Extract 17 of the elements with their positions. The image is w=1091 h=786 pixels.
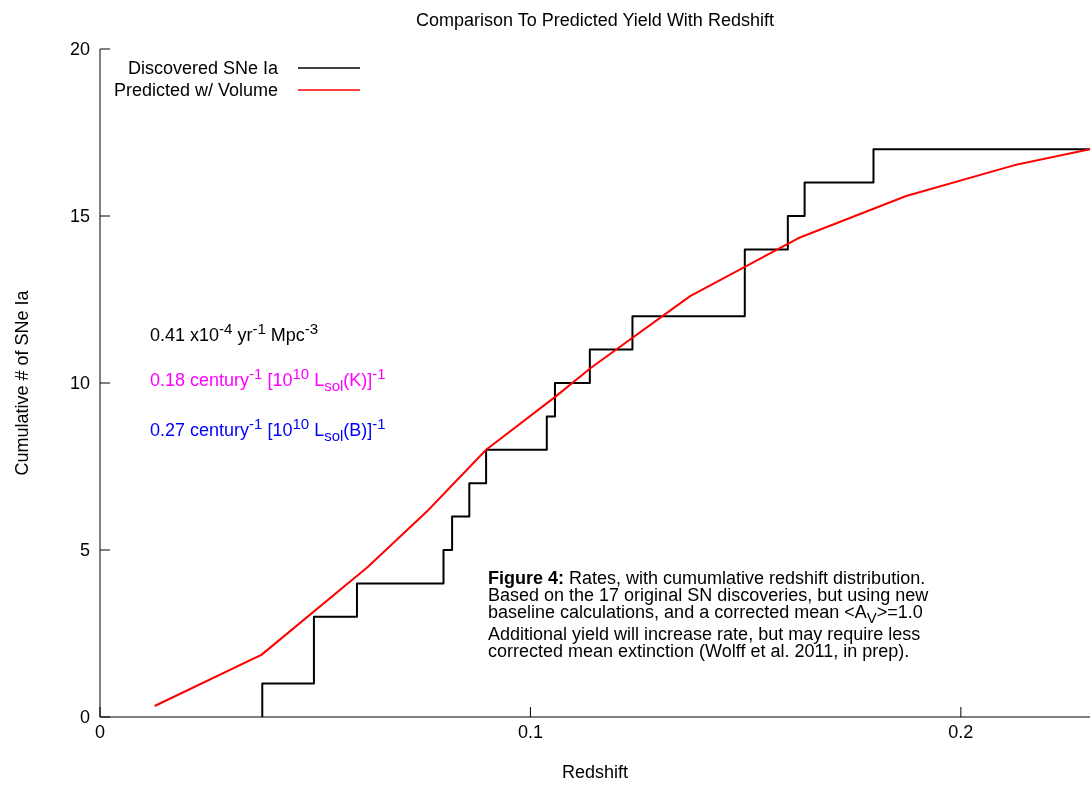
- x-axis-title: Redshift: [561, 762, 629, 782]
- x-tick-label: 0.2: [948, 721, 974, 742]
- y-tick-label: 0: [79, 707, 90, 728]
- annotation: Figure 4: Rates, with cumumlative redshift distribution. Based on the 17 original SN discoveries, but using new baseline calculations, and a corrected mean <A$_{V}$>=1.0 Additional yield will increase rate, but may require less corrected mean extinction (Wolff et al. 2011, in prep).: [488, 568, 929, 661]
- x-tick-label: 0: [94, 721, 106, 742]
- chart-title: Comparison To Predicted Yield With Redshift: [415, 10, 775, 31]
- y-tick-label: 5: [79, 540, 90, 561]
- y-tick-label: 10: [69, 373, 90, 394]
- annotation: 0.18 century$^{-1}$ [10$^{10}$ L$_{sol}$(K)]$^{-1}$: [150, 364, 386, 396]
- annotation: 0.41 x10$^{-4}$ yr$^{-1}$ Mpc$^{-3}$: [150, 319, 319, 346]
- legend-label: Predicted w/ Volume: [114, 79, 279, 101]
- legend-label: Discovered SNe Ia: [128, 57, 279, 79]
- y-axis-title: Cumulative # of SNe Ia: [11, 290, 33, 476]
- x-tick-label: 0.1: [517, 721, 543, 742]
- y-tick-label: 15: [69, 206, 90, 227]
- y-tick-label: 20: [69, 39, 90, 60]
- annotation: 0.27 century$^{-1}$ [10$^{10}$ L$_{sol}$(B)]$^{-1}$: [150, 414, 386, 446]
